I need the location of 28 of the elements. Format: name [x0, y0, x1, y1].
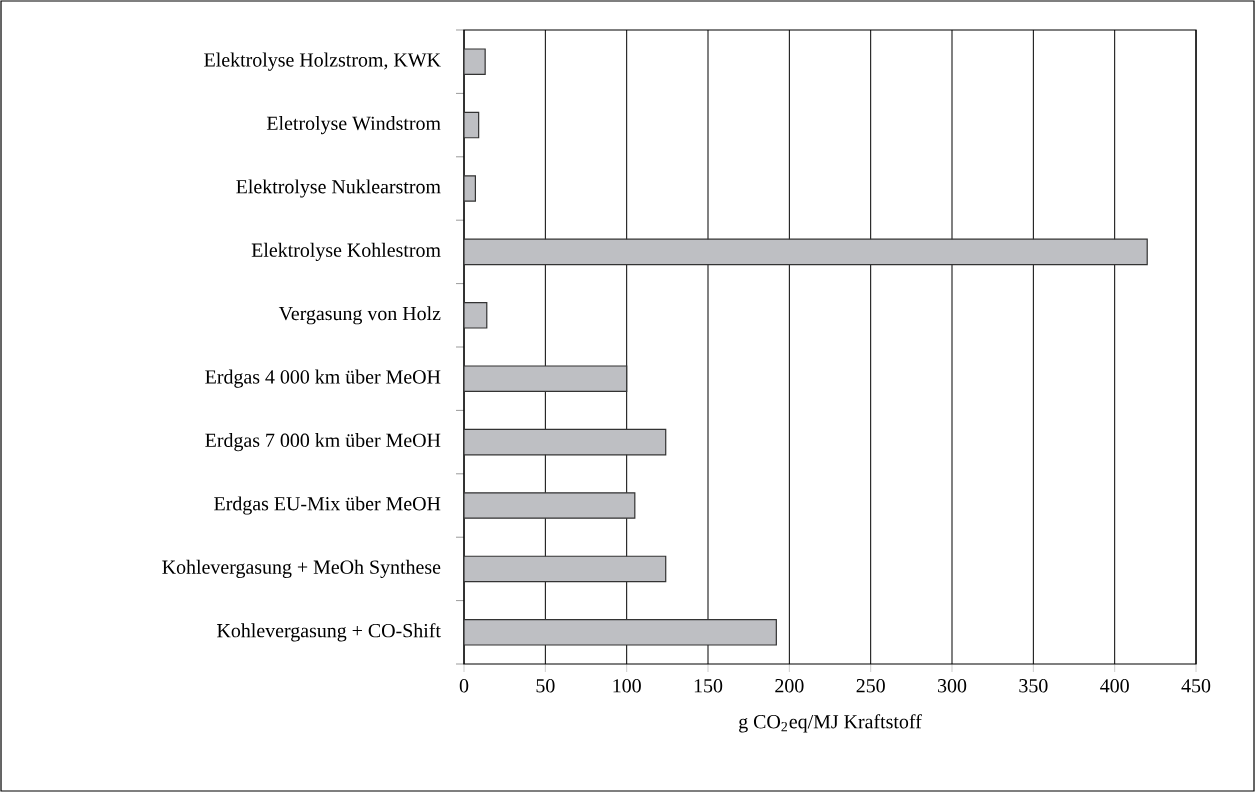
x-tick-label: 150	[694, 679, 723, 693]
y-tick-label: Kohlevergasung + CO-Shift	[217, 623, 441, 642]
bar	[464, 48, 486, 75]
bar	[464, 428, 667, 456]
bar	[464, 492, 636, 519]
y-tick-label: Vergasung von Holz	[278, 306, 441, 325]
x-tick-label: 100	[613, 679, 641, 693]
x-tick-label: 400	[1100, 679, 1129, 693]
bar	[464, 555, 667, 583]
bar	[464, 365, 628, 392]
y-tick-label: Elektrolyse Holzstrom, KWK	[204, 52, 441, 71]
x-tick-label: 350	[1019, 679, 1048, 693]
bar	[464, 619, 777, 646]
y-tick-label: Eletrolyse Windstrom	[266, 116, 441, 135]
x-tick-label: 200	[775, 679, 804, 693]
y-tick-label: Elektrolyse Nuklearstrom	[236, 179, 441, 198]
y-tick-label: Erdgas 4 000 km über MeOH	[205, 369, 441, 388]
x-axis-title: g CO$_{2}$eq/MJ Kraftstoff	[739, 714, 922, 733]
x-tick-label: 300	[938, 679, 967, 693]
x-tick-label: 0	[459, 679, 469, 693]
x-tick-label: 250	[856, 679, 885, 693]
bar	[464, 238, 1148, 266]
y-tick-label: Erdgas 7 000 km über MeOH	[205, 433, 441, 452]
y-tick-label: Kohlevergasung + MeOh Synthese	[162, 559, 441, 578]
y-tick-label: Elektrolyse Kohlestrom	[251, 242, 441, 261]
y-tick-label: Erdgas EU-Mix über MeOH	[214, 496, 441, 515]
x-tick-label: 450	[1181, 679, 1211, 693]
x-tick-label: 50	[536, 679, 555, 693]
